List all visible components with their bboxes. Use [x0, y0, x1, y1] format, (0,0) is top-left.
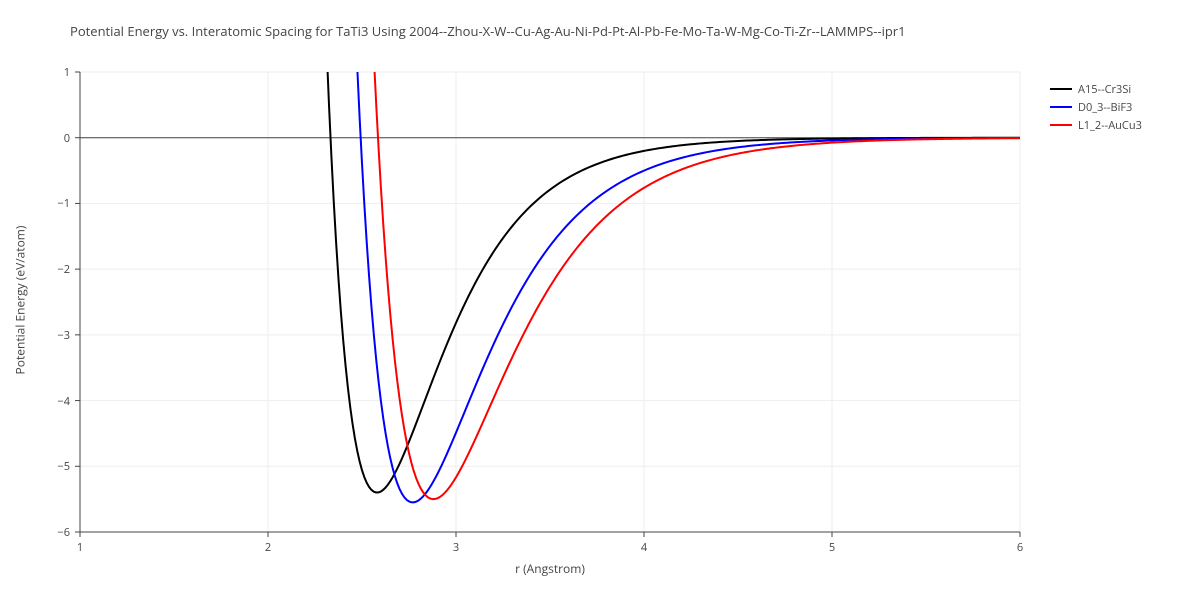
chart-container: Potential Energy vs. Interatomic Spacing…: [0, 0, 1200, 600]
x-tick: 5: [829, 540, 835, 555]
legend-swatch: [1050, 124, 1072, 126]
y-tick: −3: [40, 328, 70, 343]
legend-swatch: [1050, 106, 1072, 108]
y-axis-label: Potential Energy (eV/atom): [12, 226, 29, 375]
y-tick: −4: [40, 394, 70, 409]
x-tick: 3: [453, 540, 459, 555]
y-tick: −2: [40, 262, 70, 277]
y-tick: 1: [40, 65, 70, 80]
y-tick: −1: [40, 196, 70, 211]
x-tick: 1: [77, 540, 83, 555]
y-tick: 0: [40, 131, 70, 146]
legend: A15--Cr3Si D0_3--BiF3 L1_2--AuCu3: [1050, 80, 1142, 134]
legend-label: L1_2--AuCu3: [1078, 118, 1142, 133]
y-tick: −6: [40, 525, 70, 540]
x-tick: 4: [641, 540, 647, 555]
legend-swatch: [1050, 88, 1072, 90]
legend-label: D0_3--BiF3: [1078, 100, 1132, 115]
series-line: [80, 0, 1020, 499]
legend-item[interactable]: D0_3--BiF3: [1050, 98, 1142, 116]
series-line: [80, 0, 1020, 503]
legend-item[interactable]: A15--Cr3Si: [1050, 80, 1142, 98]
legend-item[interactable]: L1_2--AuCu3: [1050, 116, 1142, 134]
y-tick: −5: [40, 459, 70, 474]
x-tick: 6: [1017, 540, 1023, 555]
x-tick: 2: [265, 540, 271, 555]
plot-svg: [0, 0, 1200, 600]
legend-label: A15--Cr3Si: [1078, 82, 1131, 97]
x-axis-label: r (Angstrom): [515, 560, 585, 577]
